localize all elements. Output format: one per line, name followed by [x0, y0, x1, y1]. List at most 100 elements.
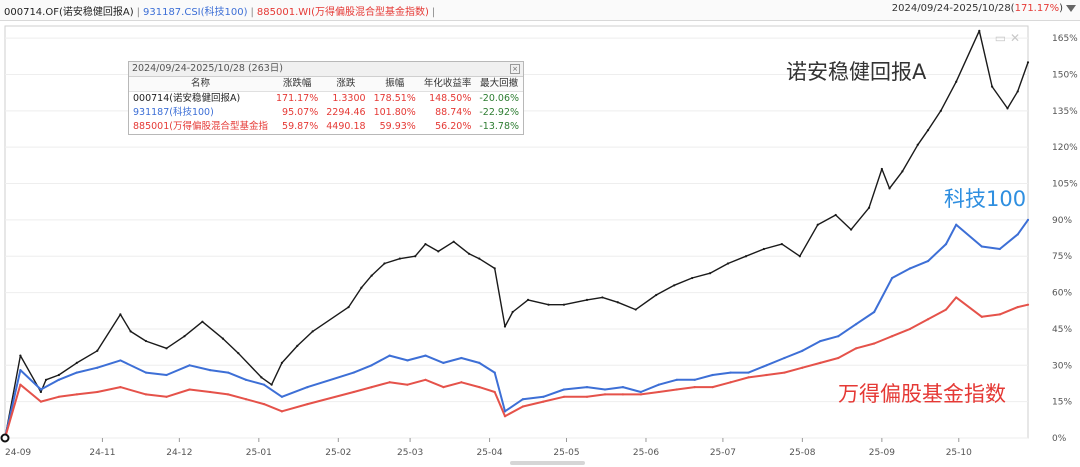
series-0-point	[437, 250, 440, 253]
stats-row[interactable]: 885001(万得偏股混合型基金指 59.87% 4490.18 59.93% …	[129, 120, 523, 134]
series-2-point	[388, 381, 391, 384]
series-1-point	[675, 378, 678, 381]
series-0-point	[991, 85, 994, 88]
series-1-point	[693, 378, 696, 381]
row-annualized: 148.50%	[429, 93, 472, 104]
legend-tech100[interactable]: 931187.CSI(科技100)	[143, 7, 248, 18]
series-1-point	[75, 371, 78, 374]
row-annualized: 56.20%	[435, 121, 472, 132]
restore-icon[interactable]: ▭	[994, 31, 1007, 45]
date-range-selector[interactable]: 2024/09/24-2025/10/28(171.17%)	[892, 3, 1076, 14]
series-0-point	[57, 373, 60, 377]
series-1-point	[873, 310, 876, 314]
series-0-point	[1006, 107, 1009, 110]
series-1-point	[119, 359, 122, 362]
series-0-point	[601, 296, 604, 299]
y-tick-label: 60%	[1052, 289, 1072, 299]
annotation-fund: 诺安稳健回报A	[786, 60, 927, 84]
series-0-point	[424, 243, 427, 246]
series-1-point	[585, 386, 589, 389]
series-0-point	[939, 109, 942, 112]
stats-table: 名称 涨跌幅 涨跌 振幅 年化收益率 最大回撤 000714(诺安稳健回报A) …	[129, 77, 524, 134]
series-2-point	[980, 315, 983, 318]
series-2-point	[675, 388, 678, 391]
legend-fund[interactable]: 000714.OF(诺安稳健回报A)	[4, 7, 134, 18]
x-tick-label: 25-03	[397, 448, 423, 458]
series-2-point	[493, 390, 496, 394]
stats-row[interactable]: 000714(诺安稳健回报A) 171.17% 1.3300 178.51% 1…	[129, 92, 523, 107]
series-1-point	[1016, 233, 1019, 236]
series-0-point	[44, 378, 48, 381]
stats-panel: 2024/09/24-2025/10/28 (263日) × 名称 涨跌幅 涨跌…	[128, 61, 524, 135]
series-0-point	[221, 337, 225, 340]
x-tick-label: 25-08	[789, 448, 815, 458]
stats-title: 2024/09/24-2025/10/28 (263日) ×	[129, 62, 523, 77]
series-2-point	[442, 386, 445, 389]
stats-close-icon[interactable]: ×	[510, 64, 520, 74]
series-1-point	[926, 259, 930, 263]
series-0-point	[144, 339, 148, 343]
stats-row[interactable]: 931187(科技100) 95.07% 2294.46 101.80% 88.…	[129, 106, 523, 120]
series-0-point	[129, 330, 132, 333]
series-1-point	[188, 364, 191, 367]
series-1-point	[819, 339, 822, 343]
series-1-point	[657, 383, 660, 386]
x-tick-label: 25-09	[869, 448, 895, 458]
series-2-point	[165, 395, 168, 398]
series-0-point	[708, 272, 712, 275]
series-2-point	[352, 390, 355, 394]
series-1-point	[542, 395, 545, 398]
series-0-point	[347, 306, 350, 309]
series-0-point	[780, 243, 783, 246]
x-tick-label: 24-09	[5, 448, 31, 458]
row-amplitude: 101.80%	[373, 107, 416, 118]
series-0-point	[383, 262, 386, 265]
series-1-point	[370, 364, 373, 367]
series-legend: 000714.OF(诺安稳健回报A) | 931187.CSI(科技100) | 885…	[4, 7, 436, 18]
series-1-point	[280, 395, 284, 398]
origin-marker[interactable]	[0, 433, 10, 443]
series-1-point	[352, 371, 355, 374]
col-name: 名称	[129, 77, 272, 92]
series-0-point	[19, 354, 22, 357]
series-0-point	[849, 228, 853, 231]
row-annualized: 88.74%	[435, 107, 472, 118]
series-2-point	[503, 415, 507, 418]
series-2-point	[262, 402, 266, 406]
y-tick-label: 0%	[1052, 434, 1067, 444]
series-0-point	[926, 129, 930, 132]
col-change: 涨跌	[322, 77, 370, 92]
col-max-drawdown: 最大回撤	[475, 77, 524, 92]
series-0-point	[311, 330, 314, 333]
scrollbar-thumb[interactable]	[510, 461, 585, 465]
series-0-point	[201, 320, 204, 323]
series-1-point	[460, 356, 463, 360]
top-legend-bar: 000714.OF(诺安稳健回报A) | 931187.CSI(科技100) | 885…	[0, 0, 1080, 21]
series-0-point	[75, 361, 78, 364]
x-tick-label: 25-07	[710, 448, 736, 458]
y-tick-label: 45%	[1052, 325, 1072, 335]
series-1-point	[306, 386, 309, 389]
range-close: )	[1059, 3, 1063, 14]
series-1-point	[503, 410, 507, 413]
series-0-point	[816, 223, 819, 226]
series-1-point	[96, 366, 99, 369]
series-2-point	[603, 393, 607, 396]
close-icon[interactable]: ✕	[1009, 31, 1020, 45]
series-0-point	[1016, 90, 1019, 93]
col-change-pct: 涨跌幅	[271, 77, 323, 92]
series-0-point	[867, 206, 871, 209]
series-2-point	[39, 400, 42, 403]
x-tick-label: 25-10	[946, 448, 972, 458]
legend-index[interactable]: 885001.WI(万得偏股混合型基金指数)	[256, 7, 429, 18]
col-amplitude: 振幅	[369, 77, 420, 92]
series-2-point	[819, 361, 822, 364]
series-1-point	[837, 335, 840, 338]
series-1-point	[478, 361, 481, 364]
dropdown-icon[interactable]	[1066, 4, 1076, 12]
series-0-point	[414, 255, 417, 258]
series-2-point	[1026, 303, 1030, 306]
series-2-point	[944, 308, 948, 311]
series-2-point	[370, 386, 373, 389]
series-2-point	[562, 395, 566, 398]
